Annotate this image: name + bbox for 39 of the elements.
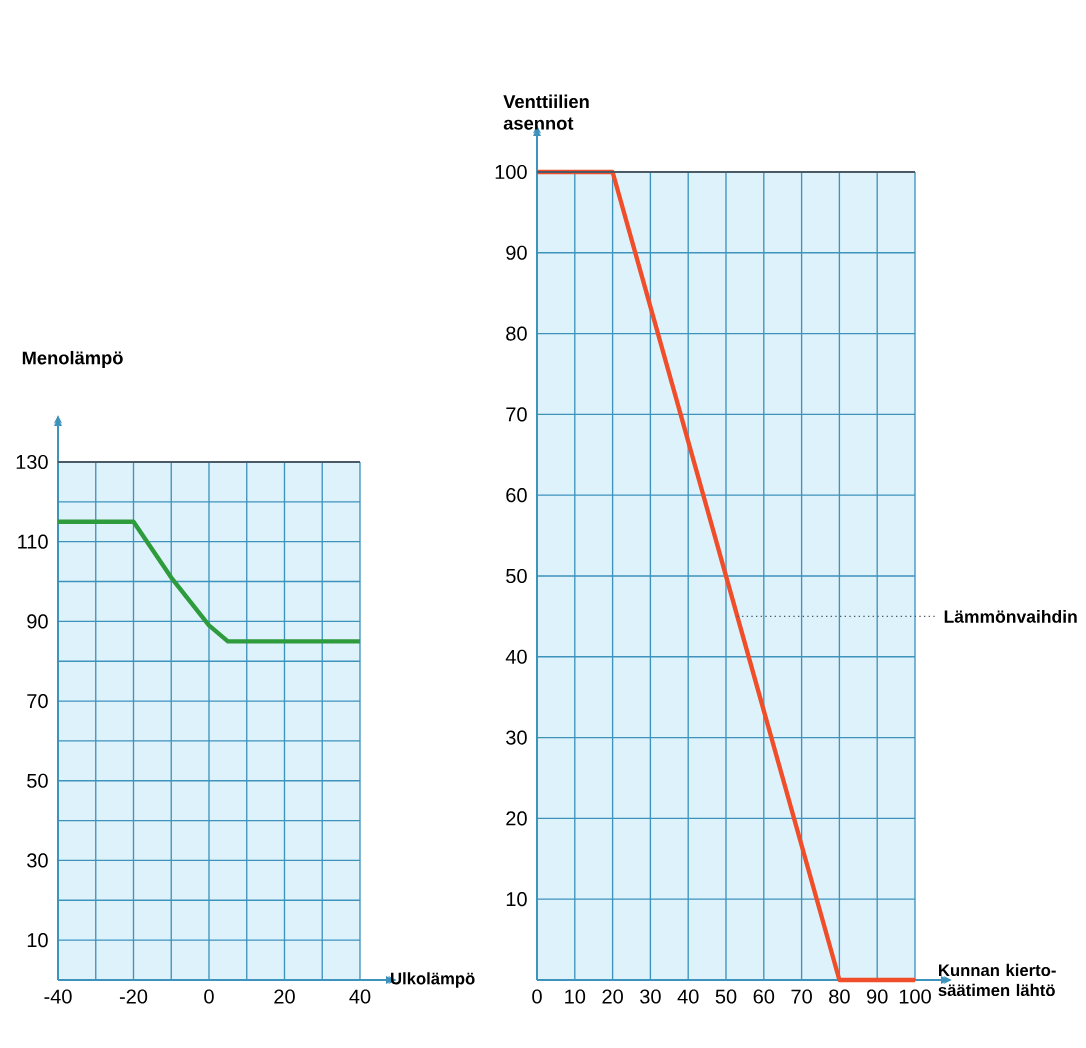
y-tick-label: 80: [506, 326, 527, 341]
y-tick-label: 50: [27, 773, 48, 788]
x-tick-label: 90: [867, 989, 888, 1004]
y-tick-label: 60: [506, 488, 527, 503]
y-tick-label: 20: [506, 811, 527, 826]
y-tick-label: 10: [506, 892, 527, 907]
y-tick-label: 90: [506, 245, 527, 260]
x-tick-label: -20: [119, 989, 148, 1004]
x-tick-label: 50: [715, 989, 737, 1004]
y-tick-label: 40: [505, 649, 527, 664]
y-tick-label: 30: [506, 730, 527, 745]
x-tick-label: 70: [791, 989, 812, 1004]
y-tick-label: 30: [27, 853, 48, 868]
x-tick-label: 100: [899, 989, 931, 1004]
x-tick-label: 20: [274, 989, 295, 1004]
x-tick-label: 40: [349, 989, 371, 1004]
y-tick-label: 90: [27, 614, 48, 629]
x-tick-label: 30: [640, 989, 661, 1004]
annotation: Lämmönvaihdin: [944, 609, 1077, 623]
y-tick-label: 110: [18, 534, 48, 549]
x-tick-label: 80: [829, 989, 850, 1004]
y-tick-label: 130: [16, 454, 48, 470]
y-axis-title: Venttiilien asennot: [503, 94, 589, 130]
y-tick-label: 100: [495, 164, 527, 180]
x-tick-label: 0: [204, 989, 214, 1004]
x-tick-label: -40: [44, 989, 72, 1004]
y-axis-title: Menolämpö: [22, 350, 123, 369]
x-axis-title: Kunnan kierto-säätimen lähtö: [938, 963, 1056, 997]
x-tick-label: 20: [602, 989, 623, 1004]
x-axis-title: Ulkolämpö: [391, 972, 475, 988]
y-tick-label: 70: [27, 693, 48, 709]
x-tick-label: 60: [753, 989, 775, 1004]
x-tick-label: 40: [677, 989, 699, 1004]
y-tick-label: 50: [506, 568, 527, 584]
y-tick-label: 70: [506, 407, 527, 422]
line-series: [55, 519, 363, 644]
x-tick-label: 0: [532, 989, 542, 1004]
x-tick-label: 10: [565, 989, 586, 1004]
y-tick-label: 10: [27, 933, 48, 948]
